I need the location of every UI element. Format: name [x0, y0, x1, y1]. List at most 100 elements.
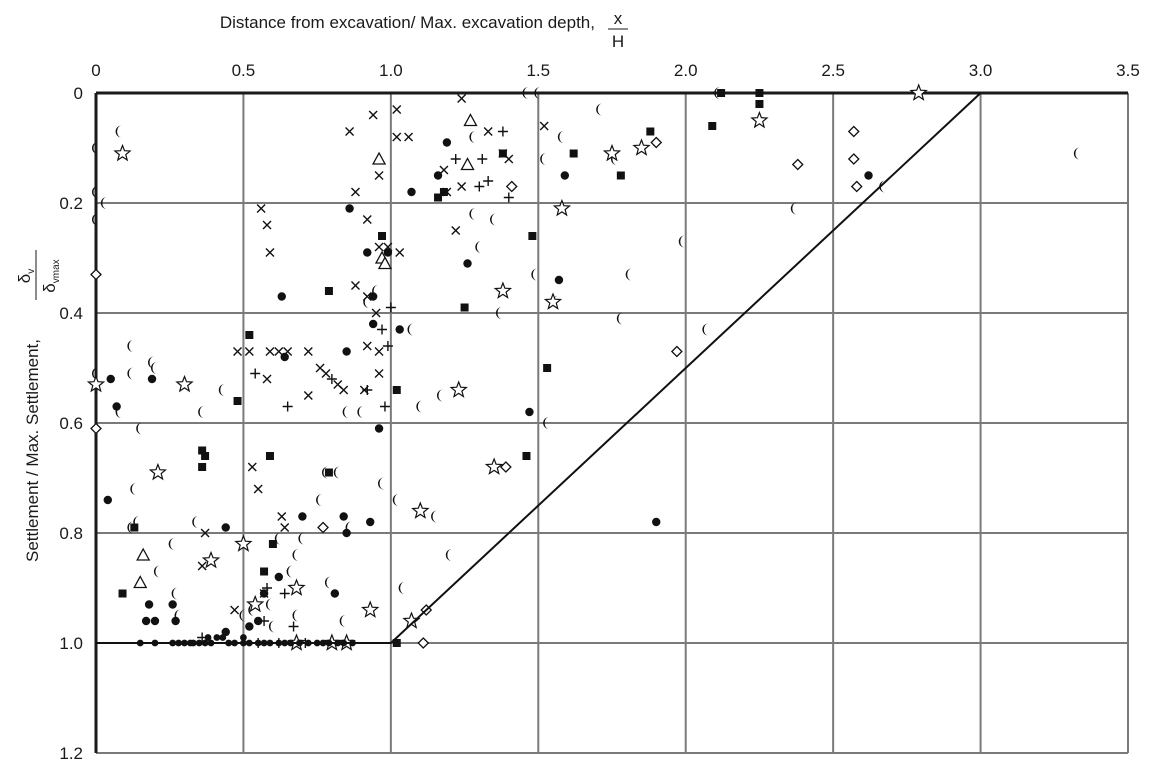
x-tick-label: 3.0 [969, 61, 993, 80]
crescent-marker [248, 604, 255, 616]
series-small-dot [136, 634, 356, 647]
x-axis-fraction-numerator: x [614, 9, 623, 28]
dot-marker [407, 187, 416, 197]
x-tick-label: 2.5 [821, 61, 845, 80]
cross-marker [451, 226, 461, 235]
crescent-marker [324, 576, 331, 589]
crescent-marker [1073, 147, 1080, 160]
dot-marker [342, 347, 351, 356]
dot-marker [277, 292, 286, 301]
small-dot-marker [204, 634, 212, 641]
x-tick-label: 0.5 [232, 61, 256, 80]
x-tick-label: 1.0 [379, 61, 403, 80]
cross-marker [395, 248, 405, 257]
star-marker [234, 534, 253, 552]
diamond-marker [417, 637, 430, 649]
cross-marker [483, 127, 493, 136]
x-tick-labels: 0 0.5 1.0 1.5 2.0 2.5 3.0 3.5 [91, 61, 1140, 80]
star-marker [602, 143, 622, 162]
envelope-line-group [96, 92, 982, 644]
dot-marker [339, 512, 348, 521]
triangle-marker [133, 575, 148, 589]
x-tick-label: 1.5 [526, 61, 550, 80]
dot-marker [368, 319, 378, 329]
cross-marker [368, 110, 378, 120]
crescent-marker [702, 323, 709, 336]
star-marker [484, 457, 504, 475]
dot-marker [274, 572, 284, 582]
plus-marker [279, 588, 290, 599]
star-marker [287, 578, 306, 596]
plus-marker [377, 324, 388, 335]
cross-marker [200, 528, 210, 538]
plus-marker [474, 181, 485, 192]
plus-marker [382, 341, 393, 351]
crescent-marker [148, 356, 155, 369]
y-tick-label: 1.0 [59, 634, 83, 653]
plus-marker [483, 176, 494, 186]
crescent-marker [150, 362, 157, 374]
square-marker [522, 452, 531, 460]
y-tick-label: 1.2 [59, 744, 83, 760]
crescent-marker [130, 483, 137, 495]
square-marker [646, 127, 655, 136]
series-moon [92, 87, 1080, 633]
cross-marker [345, 127, 355, 136]
plus-marker [250, 368, 261, 379]
crescent-marker [357, 406, 364, 418]
crescent-marker [168, 538, 175, 550]
crescent-marker [316, 494, 323, 506]
crescent-marker [171, 587, 178, 600]
cross-marker [362, 292, 372, 301]
diamond-marker [650, 136, 663, 149]
crescent-marker [265, 598, 272, 611]
square-marker [717, 89, 726, 97]
square-marker [616, 171, 625, 180]
cross-marker [392, 132, 402, 142]
square-marker [392, 386, 401, 394]
crescent-marker [153, 565, 160, 578]
square-marker [434, 193, 443, 202]
plus-marker [503, 192, 514, 203]
cross-marker [283, 347, 293, 356]
crescent-marker [92, 367, 98, 380]
square-marker [569, 149, 578, 158]
crescent-marker [127, 521, 134, 534]
star-marker [449, 380, 468, 398]
plus-marker [262, 583, 273, 593]
crescent-marker [436, 389, 443, 402]
plus-marker [477, 154, 488, 164]
cross-marker [442, 187, 452, 197]
cross-marker [321, 369, 331, 378]
crescent-marker [292, 609, 299, 622]
cross-marker [374, 171, 384, 180]
series-diamond [90, 125, 863, 649]
cross-marker [197, 561, 207, 571]
crescent-marker [531, 268, 538, 281]
crescent-marker [714, 87, 721, 99]
star-marker [361, 600, 380, 618]
star-marker [175, 374, 194, 393]
plus-marker [326, 374, 337, 384]
cross-marker [303, 391, 313, 400]
dot-marker [383, 248, 393, 257]
crescent-marker [616, 312, 623, 325]
dot-marker [147, 374, 157, 384]
series-triangle [133, 113, 478, 589]
star-marker [113, 143, 132, 162]
square-marker [268, 540, 277, 548]
dot-marker [442, 138, 452, 147]
cross-marker [277, 512, 287, 521]
cross-marker [539, 121, 549, 131]
crescent-marker [378, 477, 385, 490]
square-marker [392, 639, 401, 647]
cross-marker [256, 204, 266, 213]
crescent-marker [540, 153, 547, 165]
y-tick-label: 0.6 [59, 414, 83, 433]
diamond-marker [505, 180, 518, 193]
star-marker [86, 374, 106, 393]
dot-marker [171, 616, 180, 626]
dot-marker [106, 374, 115, 384]
dot-marker [330, 589, 340, 598]
